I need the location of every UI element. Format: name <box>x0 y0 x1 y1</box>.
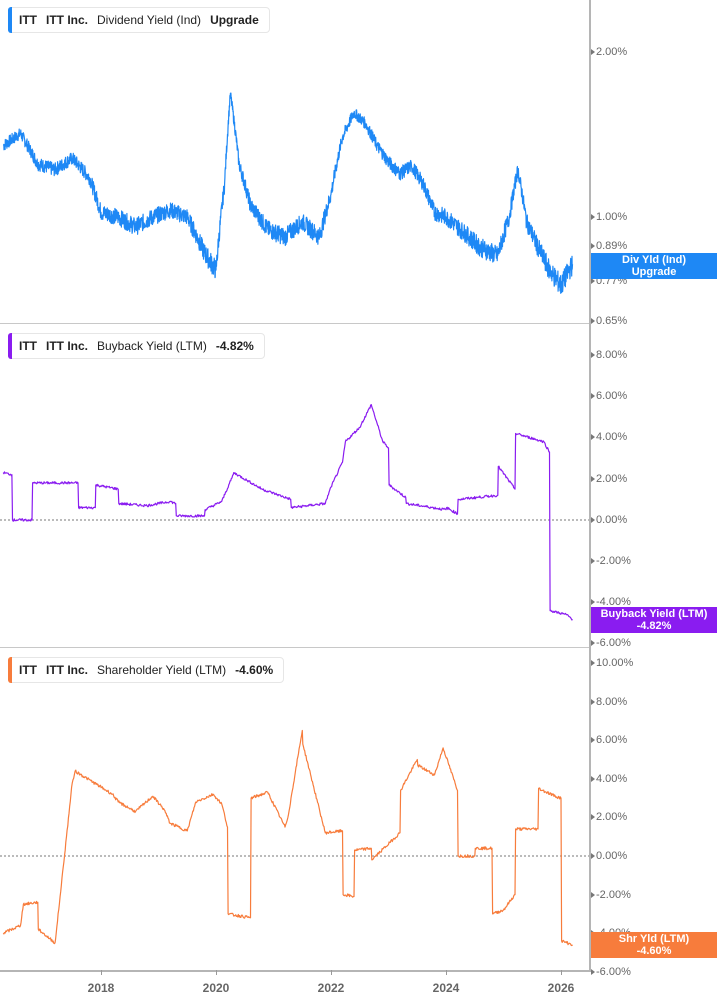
y-axis-line <box>589 648 591 972</box>
tick-mark <box>591 737 595 744</box>
y-tick-label: 0.65% <box>596 315 628 327</box>
legend-metric: Dividend Yield (Ind) <box>97 13 202 27</box>
flag-line1: Shr Yld (LTM) <box>618 933 690 945</box>
tick-mark <box>591 475 595 482</box>
dividend-yield-value-flag: Div Yld (Ind) Upgrade <box>591 253 717 279</box>
tick-mark <box>591 49 595 55</box>
tick-mark <box>591 318 595 324</box>
legend-metric: Shareholder Yield (LTM) <box>97 663 227 677</box>
shareholder-yield-legend[interactable]: ITT ITT Inc. Shareholder Yield (LTM) -4.… <box>8 657 285 683</box>
series-line[interactable] <box>2 403 573 621</box>
y-tick-label: -2.00% <box>596 888 631 901</box>
series-color-marker <box>8 333 12 359</box>
y-tick-label: -4.00% <box>596 596 631 609</box>
tick-mark <box>591 558 595 564</box>
series-color-marker <box>8 657 12 683</box>
dividend-yield-panel: ITT ITT Inc. Dividend Yield (Ind) Upgrad… <box>0 0 717 327</box>
y-tick-label: 0.89% <box>596 240 628 252</box>
panel-separator <box>0 323 589 324</box>
flag-line2[interactable]: Upgrade <box>631 266 677 278</box>
tick-mark <box>591 660 595 666</box>
tick-mark <box>591 853 595 859</box>
x-axis-line <box>0 970 591 972</box>
y-tick-label: -6.00% <box>596 637 631 650</box>
x-tick-mark <box>331 970 332 975</box>
series-line[interactable] <box>2 92 574 294</box>
legend-metric: Buyback Yield (LTM) <box>97 339 207 353</box>
y-tick-label: -6.00% <box>596 965 631 978</box>
legend-ticker: ITT <box>19 339 37 353</box>
legend-ticker: ITT <box>19 663 37 677</box>
flag-line2: -4.60% <box>636 945 672 957</box>
flag-line1: Buyback Yield (LTM) <box>600 608 708 620</box>
y-tick-label: 1.00% <box>596 211 628 223</box>
x-tick-label-2018: 2018 <box>87 981 115 995</box>
y-tick-label: 4.00% <box>596 772 628 785</box>
buyback-yield-panel: ITT ITT Inc. Buyback Yield (LTM) -4.82% … <box>0 324 717 650</box>
series-line[interactable] <box>2 729 573 947</box>
legend-value: -4.82% <box>215 339 254 353</box>
y-tick-label: 4.00% <box>596 431 628 444</box>
y-tick-label: 6.00% <box>596 390 628 403</box>
buyback-yield-value-flag: Buyback Yield (LTM) -4.82% <box>591 607 717 633</box>
y-tick-label: 8.00% <box>596 695 628 708</box>
flag-line1: Div Yld (Ind) <box>622 254 686 266</box>
y-tick-label: -2.00% <box>596 555 631 567</box>
y-axis-line <box>589 324 591 648</box>
y-tick-label: 6.00% <box>596 734 628 747</box>
x-tick-label-2020: 2020 <box>202 981 230 995</box>
tick-mark <box>591 393 595 400</box>
legend-value[interactable]: Upgrade <box>210 13 259 27</box>
legend-company: ITT Inc. <box>46 339 88 353</box>
legend-company: ITT Inc. <box>46 13 88 27</box>
y-tick-label: 8.00% <box>596 349 628 361</box>
tick-mark <box>591 352 595 358</box>
x-tick-mark <box>446 970 447 975</box>
dividend-yield-legend[interactable]: ITT ITT Inc. Dividend Yield (Ind) Upgrad… <box>8 7 270 33</box>
x-tick-mark <box>216 970 217 975</box>
shareholder-yield-value-flag: Shr Yld (LTM) -4.60% <box>591 932 717 958</box>
y-tick-label: 2.00% <box>596 46 628 58</box>
tick-mark <box>591 698 595 705</box>
x-tick-mark <box>101 970 102 975</box>
y-tick-label: 10.00% <box>596 657 634 669</box>
y-tick-label: 0.00% <box>596 513 628 526</box>
x-tick-label-2024: 2024 <box>432 981 460 995</box>
tick-mark <box>591 968 595 975</box>
x-tick-label-2022: 2022 <box>317 981 345 995</box>
tick-mark <box>591 814 595 821</box>
shareholder-yield-plot <box>0 729 589 947</box>
panel-separator <box>0 647 589 648</box>
y-tick-label: 0.00% <box>596 850 628 862</box>
buyback-yield-legend[interactable]: ITT ITT Inc. Buyback Yield (LTM) -4.82% <box>8 333 265 359</box>
legend-company: ITT Inc. <box>46 663 88 677</box>
tick-mark <box>591 599 595 606</box>
y-axis-line <box>589 0 591 324</box>
y-tick-label: 2.00% <box>596 472 628 485</box>
x-tick-mark <box>561 970 562 975</box>
dividend-yield-plot <box>2 92 574 294</box>
shareholder-yield-panel: ITT ITT Inc. Shareholder Yield (LTM) -4.… <box>0 648 717 978</box>
tick-mark <box>591 278 595 284</box>
flag-line2: -4.82% <box>636 620 672 632</box>
tick-mark <box>591 640 595 647</box>
legend-value: -4.60% <box>235 663 274 677</box>
tick-mark <box>591 891 595 898</box>
tick-mark <box>591 775 595 782</box>
tick-mark <box>591 516 595 523</box>
x-tick-label-2026: 2026 <box>547 981 575 995</box>
y-tick-label: 2.00% <box>596 811 628 824</box>
legend-ticker: ITT <box>19 13 37 27</box>
buyback-yield-plot <box>0 403 589 621</box>
series-color-marker <box>8 7 12 33</box>
tick-mark <box>591 214 595 220</box>
tick-mark <box>591 434 595 441</box>
tick-mark <box>591 243 595 249</box>
